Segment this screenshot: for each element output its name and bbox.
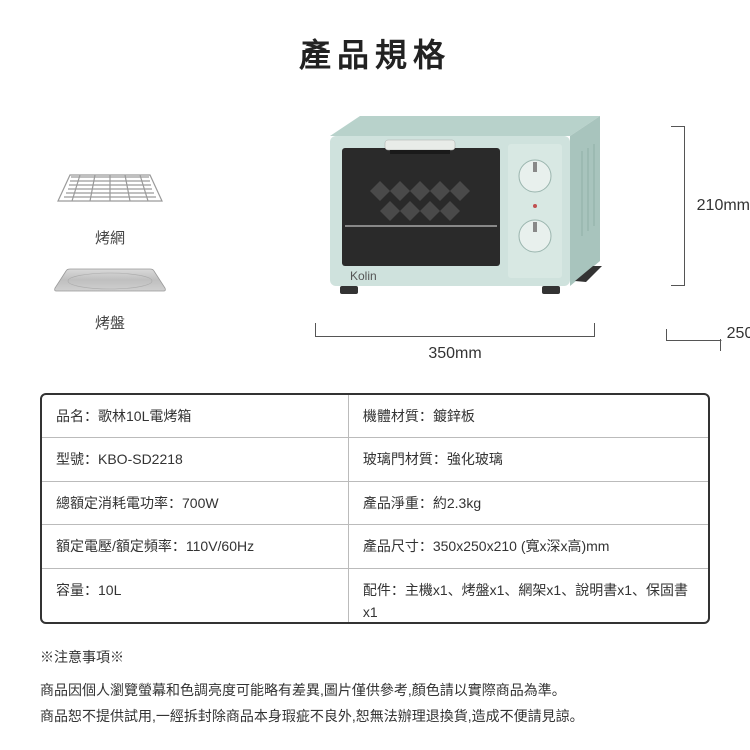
dim-width-label: 350mm: [428, 345, 481, 362]
spec-table: 品名：歌林10L電烤箱機體材質：鍍鋅板型號：KBO-SD2218玻璃門材質：強化…: [40, 393, 710, 624]
spec-cell-left: 型號：KBO-SD2218: [42, 438, 348, 481]
spec-cell-right: 機體材質：鍍鋅板: [348, 395, 708, 438]
rack-item: 烤網: [50, 161, 170, 248]
notes-line-1: 商品因個人瀏覽螢幕和色調亮度可能略有差異,圖片僅供參考,顏色請以實際商品為準。: [40, 677, 710, 704]
spec-cell-right: 產品尺寸：350x250x210 (寬x深x高)mm: [348, 525, 708, 568]
oven-illustration: Kolin 350mm 210mm 250mm: [200, 96, 710, 363]
spec-cell-right: 配件：主機x1、烤盤x1、網架x1、說明書x1、保固書x1: [348, 568, 708, 624]
oven-icon: Kolin: [290, 106, 620, 316]
tray-item: 烤盤: [50, 263, 170, 333]
spec-cell-right: 玻璃門材質：強化玻璃: [348, 438, 708, 481]
spec-row: 型號：KBO-SD2218玻璃門材質：強化玻璃: [42, 438, 708, 481]
spec-cell-left: 品名：歌林10L電烤箱: [42, 395, 348, 438]
notes-title: ※注意事項※: [40, 644, 710, 671]
product-spec-page: 產品規格: [0, 0, 750, 750]
notes-section: ※注意事項※ 商品因個人瀏覽螢幕和色調亮度可能略有差異,圖片僅供參考,顏色請以實…: [40, 644, 710, 730]
spec-row: 容量：10L配件：主機x1、烤盤x1、網架x1、說明書x1、保固書x1: [42, 568, 708, 624]
tray-icon: [50, 263, 170, 301]
dimension-side-group: 210mm 250mm: [680, 126, 750, 338]
dimension-depth: 250mm: [666, 323, 750, 343]
spec-cell-left: 額定電壓/額定頻率：110V/60Hz: [42, 525, 348, 568]
dimension-height: 210mm: [671, 126, 750, 286]
spec-cell-right: 產品淨重：約2.3kg: [348, 481, 708, 524]
dimension-width: 350mm: [315, 323, 595, 363]
spec-row: 額定電壓/額定頻率：110V/60Hz產品尺寸：350x250x210 (寬x深…: [42, 525, 708, 568]
dim-depth-label: 250mm: [727, 325, 750, 343]
spec-row: 品名：歌林10L電烤箱機體材質：鍍鋅板: [42, 395, 708, 438]
spec-cell-left: 總額定消耗電功率：700W: [42, 481, 348, 524]
hero-section: 烤網 烤盤: [40, 96, 710, 363]
page-title: 產品規格: [40, 30, 710, 76]
notes-line-2: 商品恕不提供試用,一經拆封除商品本身瑕疵不良外,恕無法辦理退換貨,造成不便請見諒…: [40, 703, 710, 730]
brand-text: Kolin: [350, 269, 377, 283]
spec-row: 總額定消耗電功率：700W產品淨重：約2.3kg: [42, 481, 708, 524]
tray-label: 烤盤: [50, 312, 170, 333]
spec-cell-left: 容量：10L: [42, 568, 348, 624]
rack-icon: [50, 161, 170, 216]
rack-label: 烤網: [50, 227, 170, 248]
dim-height-label: 210mm: [697, 197, 750, 215]
accessories-column: 烤網 烤盤: [40, 161, 180, 363]
